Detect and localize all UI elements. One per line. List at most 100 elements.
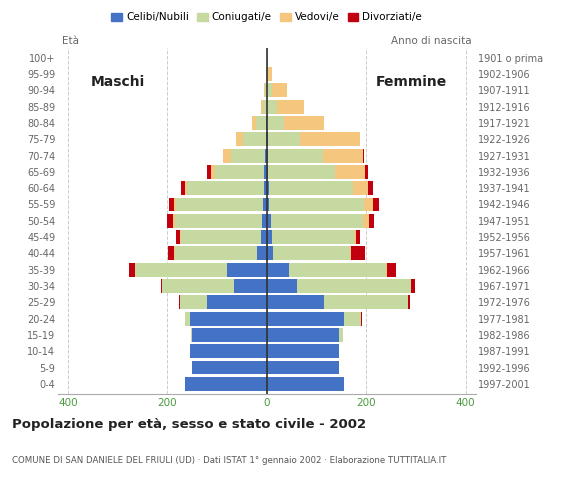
- Bar: [267, 100, 277, 114]
- Bar: [356, 230, 360, 244]
- Bar: [365, 165, 368, 179]
- Bar: [272, 84, 287, 97]
- Bar: [267, 263, 289, 276]
- Bar: [408, 295, 410, 309]
- Bar: [267, 132, 268, 146]
- Bar: [268, 132, 300, 146]
- Bar: [263, 100, 267, 114]
- Bar: [234, 279, 267, 293]
- Bar: [351, 246, 365, 260]
- Bar: [386, 263, 387, 276]
- Text: Popolazione per età, sesso e stato civile - 2002: Popolazione per età, sesso e stato civil…: [12, 418, 366, 431]
- Bar: [266, 132, 267, 146]
- Bar: [364, 198, 373, 211]
- Bar: [211, 165, 215, 179]
- Bar: [267, 312, 344, 325]
- Bar: [368, 181, 373, 195]
- Bar: [185, 181, 187, 195]
- Bar: [190, 312, 267, 325]
- Bar: [206, 165, 211, 179]
- Bar: [267, 246, 273, 260]
- Text: Anno di nascita: Anno di nascita: [391, 36, 472, 47]
- Bar: [267, 279, 296, 293]
- Bar: [264, 181, 267, 195]
- Bar: [269, 67, 272, 81]
- Bar: [180, 295, 207, 309]
- Bar: [354, 230, 356, 244]
- Bar: [267, 181, 269, 195]
- Bar: [269, 198, 364, 211]
- Bar: [267, 377, 344, 391]
- Bar: [176, 230, 180, 244]
- Bar: [191, 328, 192, 342]
- Bar: [272, 230, 354, 244]
- Bar: [267, 328, 339, 342]
- Bar: [187, 181, 264, 195]
- Bar: [369, 214, 374, 228]
- Bar: [168, 246, 175, 260]
- Bar: [296, 279, 411, 293]
- Bar: [207, 295, 267, 309]
- Bar: [192, 360, 267, 374]
- Bar: [174, 198, 176, 211]
- Bar: [161, 279, 162, 293]
- Bar: [267, 84, 272, 97]
- Bar: [262, 214, 267, 228]
- Bar: [264, 165, 267, 179]
- Bar: [284, 116, 324, 130]
- Bar: [267, 165, 269, 179]
- Bar: [180, 230, 182, 244]
- Bar: [176, 198, 263, 211]
- Text: Maschi: Maschi: [90, 75, 145, 89]
- Bar: [289, 263, 386, 276]
- Bar: [269, 165, 335, 179]
- Bar: [271, 214, 362, 228]
- Bar: [261, 230, 267, 244]
- Legend: Celibi/Nubili, Coniugati/e, Vedovi/e, Divorziati/e: Celibi/Nubili, Coniugati/e, Vedovi/e, Di…: [107, 8, 426, 26]
- Bar: [344, 312, 361, 325]
- Bar: [227, 263, 267, 276]
- Bar: [261, 100, 263, 114]
- Bar: [252, 116, 256, 130]
- Bar: [267, 344, 339, 358]
- Bar: [129, 263, 135, 276]
- Bar: [324, 295, 408, 309]
- Bar: [257, 246, 267, 260]
- Bar: [269, 149, 323, 163]
- Bar: [185, 312, 190, 325]
- Bar: [323, 149, 362, 163]
- Bar: [267, 51, 268, 65]
- Bar: [335, 165, 365, 179]
- Bar: [267, 116, 284, 130]
- Bar: [230, 149, 265, 163]
- Bar: [192, 328, 267, 342]
- Bar: [175, 246, 257, 260]
- Bar: [300, 132, 360, 146]
- Bar: [353, 181, 368, 195]
- Bar: [185, 377, 267, 391]
- Bar: [267, 230, 272, 244]
- Bar: [277, 100, 304, 114]
- Bar: [264, 84, 265, 97]
- Bar: [175, 214, 262, 228]
- Bar: [267, 149, 269, 163]
- Bar: [190, 344, 267, 358]
- Text: COMUNE DI SAN DANIELE DEL FRIULI (UD) · Dati ISTAT 1° gennaio 2002 · Elaborazion: COMUNE DI SAN DANIELE DEL FRIULI (UD) · …: [12, 456, 446, 465]
- Bar: [267, 198, 269, 211]
- Bar: [273, 246, 350, 260]
- Bar: [135, 263, 227, 276]
- Bar: [215, 165, 264, 179]
- Text: Età: Età: [62, 36, 79, 47]
- Bar: [263, 198, 267, 211]
- Bar: [181, 181, 185, 195]
- Bar: [236, 132, 244, 146]
- Bar: [362, 149, 364, 163]
- Bar: [182, 230, 261, 244]
- Bar: [173, 214, 175, 228]
- Bar: [169, 198, 174, 211]
- Bar: [162, 279, 234, 293]
- Text: Femmine: Femmine: [375, 75, 447, 89]
- Bar: [362, 214, 369, 228]
- Bar: [387, 263, 396, 276]
- Bar: [373, 198, 379, 211]
